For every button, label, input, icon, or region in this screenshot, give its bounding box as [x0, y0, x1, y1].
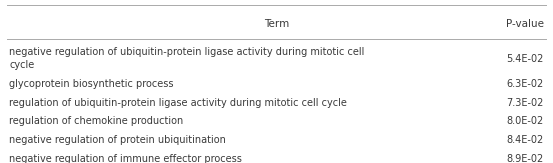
Text: 8.0E-02: 8.0E-02 [507, 116, 544, 126]
Text: P-value: P-value [505, 19, 544, 29]
Text: 8.9E-02: 8.9E-02 [507, 154, 544, 163]
Text: negative regulation of protein ubiquitination: negative regulation of protein ubiquitin… [9, 135, 226, 145]
Text: 5.4E-02: 5.4E-02 [506, 54, 544, 64]
Text: 6.3E-02: 6.3E-02 [507, 79, 544, 89]
Text: Term: Term [264, 19, 289, 29]
Text: glycoprotein biosynthetic process: glycoprotein biosynthetic process [9, 79, 174, 89]
Text: regulation of ubiquitin-protein ligase activity during mitotic cell cycle: regulation of ubiquitin-protein ligase a… [9, 98, 347, 108]
Text: regulation of chemokine production: regulation of chemokine production [9, 116, 184, 126]
Text: 7.3E-02: 7.3E-02 [506, 98, 544, 108]
Text: 8.4E-02: 8.4E-02 [507, 135, 544, 145]
Text: negative regulation of ubiquitin-protein ligase activity during mitotic cell
cyc: negative regulation of ubiquitin-protein… [9, 47, 365, 70]
Text: negative regulation of immune effector process: negative regulation of immune effector p… [9, 154, 242, 163]
